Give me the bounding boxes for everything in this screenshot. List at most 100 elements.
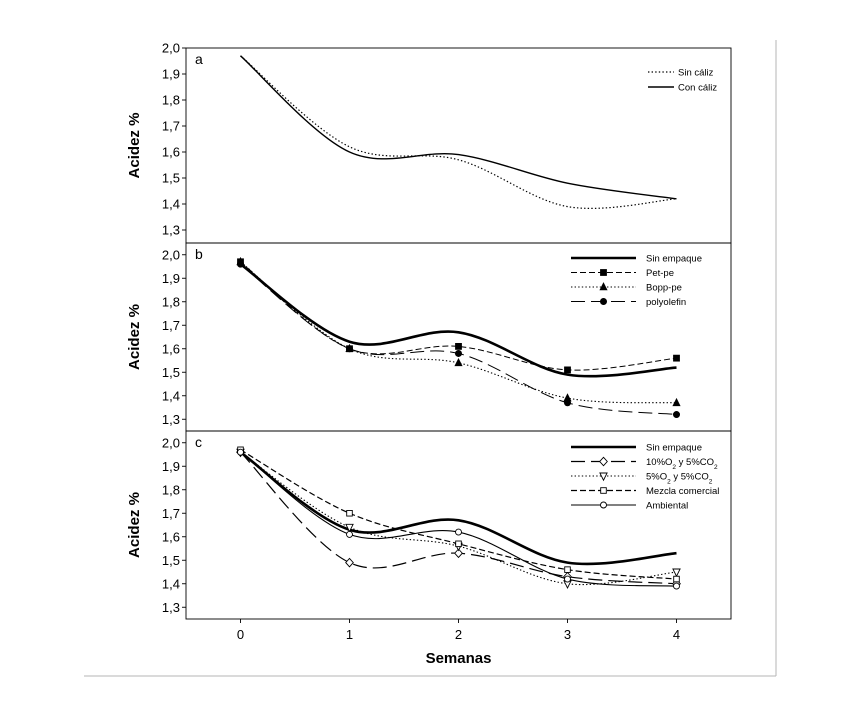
data-point	[673, 575, 680, 583]
subscript: 2	[667, 478, 671, 485]
data-point	[672, 568, 681, 578]
series-sin-c-liz	[240, 55, 677, 209]
series-10-o2-y-5-co2	[236, 447, 681, 589]
panel-b: 1,3 1,4 1,5 1,6 1,7 1,8 1,9 2,0 Acidez % b Sin emp…	[126, 242, 732, 432]
panel-c: 1,3 1,4 1,5 1,6 1,7 1,8 1,9 2,0 Acidez % c Sin emp…	[126, 430, 732, 620]
data-point	[563, 399, 571, 407]
series-polyolefin	[237, 260, 680, 419]
data-point	[673, 354, 680, 362]
data-point	[455, 342, 462, 350]
data-point	[346, 530, 353, 538]
legend-label: 10%O2 y 5%CO2	[646, 457, 718, 471]
y-tick-label: 1,4	[162, 197, 180, 212]
legend-item: Sin empaque	[571, 254, 702, 265]
x-tick-label: 2	[455, 627, 462, 642]
panel-a: 1,3 1,4 1,5 1,6 1,7 1,8 1,9 2,0 Acidez % a Sin cál…	[126, 41, 732, 244]
series-sin-empaque	[239, 263, 677, 378]
legend-label: Sin empaque	[646, 443, 702, 454]
legend-text: 10%O	[646, 457, 672, 468]
data-point	[673, 582, 680, 590]
y-tick-label: 1,6	[162, 145, 180, 160]
data-point	[345, 345, 353, 353]
x-tick-label: 0	[237, 627, 244, 642]
data-point	[672, 411, 680, 419]
y-axis-label: Acidez %	[126, 304, 143, 370]
x-tick-label: 3	[564, 627, 571, 642]
y-tick-label: 1,5	[162, 171, 180, 186]
series-line	[240, 261, 677, 404]
series-line	[240, 55, 677, 200]
y-tick-label: 1,5	[162, 553, 180, 568]
data-point	[454, 548, 463, 559]
panels: 1,3 1,4 1,5 1,6 1,7 1,8 1,9 2,0 Acidez % a Sin cál…	[126, 41, 732, 642]
series-line	[239, 451, 677, 566]
data-point	[454, 349, 462, 357]
legend-marker	[599, 456, 608, 467]
y-tick-label: 2,0	[162, 41, 180, 56]
y-axis-label: Acidez %	[126, 492, 143, 558]
y-tick-label: 2,0	[162, 247, 180, 262]
y-tick-label: 1,3	[162, 412, 180, 427]
y-tick-label: 1,9	[162, 459, 180, 474]
legend-item: Sin cáliz	[648, 68, 714, 79]
y-tick-label: 1,7	[162, 119, 180, 134]
y-tick-label: 1,3	[162, 600, 180, 615]
data-point	[237, 260, 245, 268]
x-tick-label: 4	[673, 627, 680, 642]
legend-marker	[599, 282, 608, 291]
legend-text: 5%O	[646, 472, 667, 483]
data-point	[564, 575, 571, 583]
series-5-o2-y-5-co2	[236, 448, 681, 589]
legend: Sin empaque Pet-pe Bopp-pe polyolefin	[571, 254, 702, 308]
y-tick-label: 1,8	[162, 93, 180, 108]
series-ambiental	[237, 448, 680, 590]
plot-area-border	[185, 47, 732, 244]
y-tick-label: 1,4	[162, 388, 180, 403]
y-tick-label: 1,9	[162, 67, 180, 82]
legend-item: Mezcla comercial	[571, 486, 719, 497]
legend-label: Pet-pe	[646, 268, 674, 279]
y-tick-label: 1,8	[162, 294, 180, 309]
data-point	[455, 528, 462, 536]
legend-item: Pet-pe	[571, 268, 674, 279]
panel-label: a	[195, 51, 203, 67]
y-axis-label: Acidez %	[126, 113, 143, 179]
legend-item: 10%O2 y 5%CO2	[571, 456, 718, 471]
legend-marker	[600, 269, 607, 276]
y-tick-label: 1,7	[162, 318, 180, 333]
subscript: 2	[714, 464, 718, 471]
data-point	[672, 397, 681, 407]
subscript: 2	[709, 478, 713, 485]
data-point	[564, 366, 571, 374]
legend-item: Ambiental	[571, 501, 688, 512]
y-tick-label: 1,6	[162, 341, 180, 356]
series-sin-empaque	[239, 451, 677, 566]
legend-label: Bopp-pe	[646, 283, 682, 294]
panel-label: b	[195, 246, 203, 262]
x-tick-label: 1	[346, 627, 353, 642]
y-tick-label: 1,6	[162, 529, 180, 544]
legend-marker	[600, 487, 607, 494]
data-point	[237, 448, 244, 456]
series-line	[240, 449, 677, 580]
legend-item: Bopp-pe	[571, 282, 682, 294]
data-point	[454, 357, 463, 367]
legend-text: y 5%CO	[676, 457, 714, 468]
data-point	[345, 557, 354, 568]
legend-item: Con cáliz	[648, 83, 717, 94]
legend-item: 5%O2 y 5%CO2	[571, 472, 713, 485]
figure-frame	[84, 40, 777, 677]
series-line	[240, 261, 677, 371]
legend-marker	[599, 472, 608, 482]
series-con-c-liz	[240, 55, 677, 200]
legend-label: Mezcla comercial	[646, 486, 719, 497]
series-line	[240, 451, 677, 586]
legend: Sin cáliz Con cáliz	[648, 68, 717, 94]
legend-item: Sin empaque	[571, 443, 702, 454]
data-point	[455, 540, 462, 548]
y-tick-label: 1,5	[162, 365, 180, 380]
y-tick-label: 1,7	[162, 506, 180, 521]
data-point	[346, 510, 353, 517]
series-line	[240, 55, 677, 209]
